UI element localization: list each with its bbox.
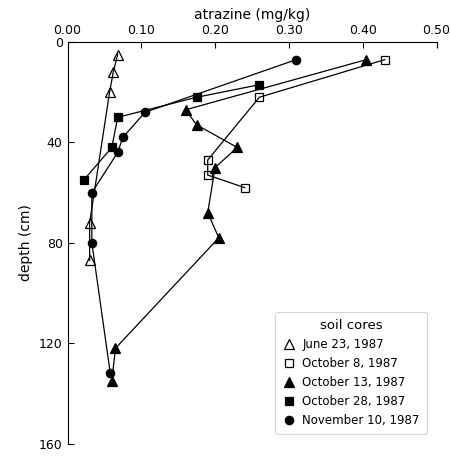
June 23, 1987 (87, 220, 92, 226)
October 13, 1987 (109, 378, 114, 384)
October 28, 1987 (115, 114, 121, 120)
Line: October 8, 1987: October 8, 1987 (203, 56, 389, 192)
October 28, 1987 (256, 82, 262, 87)
X-axis label: atrazine (mg/kg): atrazine (mg/kg) (194, 7, 310, 21)
June 23, 1987 (107, 89, 112, 95)
October 13, 1987 (113, 346, 118, 351)
October 28, 1987 (109, 145, 114, 150)
Line: November 10, 1987: November 10, 1987 (88, 56, 301, 377)
November 10, 1987 (115, 149, 121, 155)
November 10, 1987 (89, 190, 94, 195)
November 10, 1987 (293, 57, 299, 63)
October 13, 1987 (205, 210, 211, 216)
Legend: June 23, 1987, October 8, 1987, October 13, 1987, October 28, 1987, November 10,: June 23, 1987, October 8, 1987, October … (275, 312, 427, 434)
Line: October 28, 1987: October 28, 1987 (80, 80, 264, 184)
June 23, 1987 (87, 258, 92, 263)
Y-axis label: depth (cm): depth (cm) (19, 205, 33, 281)
November 10, 1987 (108, 371, 113, 376)
November 10, 1987 (89, 240, 94, 246)
Line: June 23, 1987: June 23, 1987 (85, 50, 122, 265)
October 28, 1987 (194, 94, 199, 100)
October 13, 1987 (212, 165, 218, 170)
October 13, 1987 (216, 235, 221, 241)
Line: October 13, 1987: October 13, 1987 (107, 55, 371, 386)
October 13, 1987 (364, 57, 369, 63)
October 8, 1987 (256, 94, 262, 100)
October 13, 1987 (194, 122, 199, 127)
October 28, 1987 (81, 177, 86, 183)
June 23, 1987 (111, 69, 116, 75)
June 23, 1987 (115, 52, 121, 57)
October 8, 1987 (242, 185, 248, 191)
October 13, 1987 (183, 107, 188, 113)
October 8, 1987 (205, 172, 211, 178)
October 8, 1987 (205, 157, 211, 163)
November 10, 1987 (120, 134, 126, 140)
November 10, 1987 (142, 109, 148, 115)
October 8, 1987 (382, 57, 387, 63)
October 13, 1987 (234, 145, 240, 150)
